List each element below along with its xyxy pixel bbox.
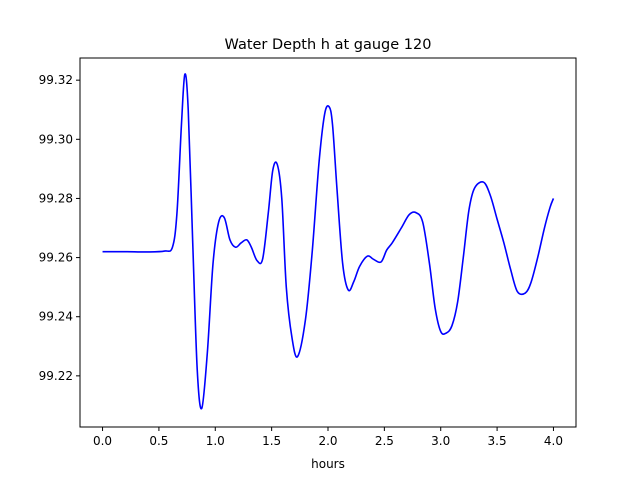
axes-frame — [79, 57, 577, 428]
x-tick-label: 3.5 — [488, 434, 507, 448]
x-tick-label: 4.0 — [544, 434, 563, 448]
chart-title: Water Depth h at gauge 120 — [225, 37, 432, 53]
x-tick-label: 1.5 — [262, 434, 281, 448]
y-tick-label: 99.30 — [39, 132, 73, 146]
x-tick-label: 2.5 — [375, 434, 394, 448]
x-tick-label: 0.5 — [149, 434, 168, 448]
series-line-0 — [102, 73, 555, 410]
y-tick-label: 99.28 — [39, 191, 73, 205]
x-tick-label: 0.0 — [93, 434, 112, 448]
y-tick-label: 99.32 — [39, 73, 73, 87]
x-axis-ticks: 0.0 0.5 1.0 1.5 2.0 2.5 3.0 3.5 4.0 — [93, 427, 563, 448]
y-tick-label: 99.24 — [39, 310, 73, 324]
x-tick-label: 1.0 — [206, 434, 225, 448]
x-axis-label: hours — [311, 457, 345, 471]
plot-area — [102, 73, 555, 410]
y-axis-ticks: 99.22 99.24 99.26 99.28 99.30 99.32 — [39, 73, 80, 383]
x-tick-label: 3.0 — [431, 434, 450, 448]
y-tick-label: 99.26 — [39, 251, 73, 265]
y-tick-label: 99.22 — [39, 369, 73, 383]
x-tick-label: 2.0 — [318, 434, 337, 448]
